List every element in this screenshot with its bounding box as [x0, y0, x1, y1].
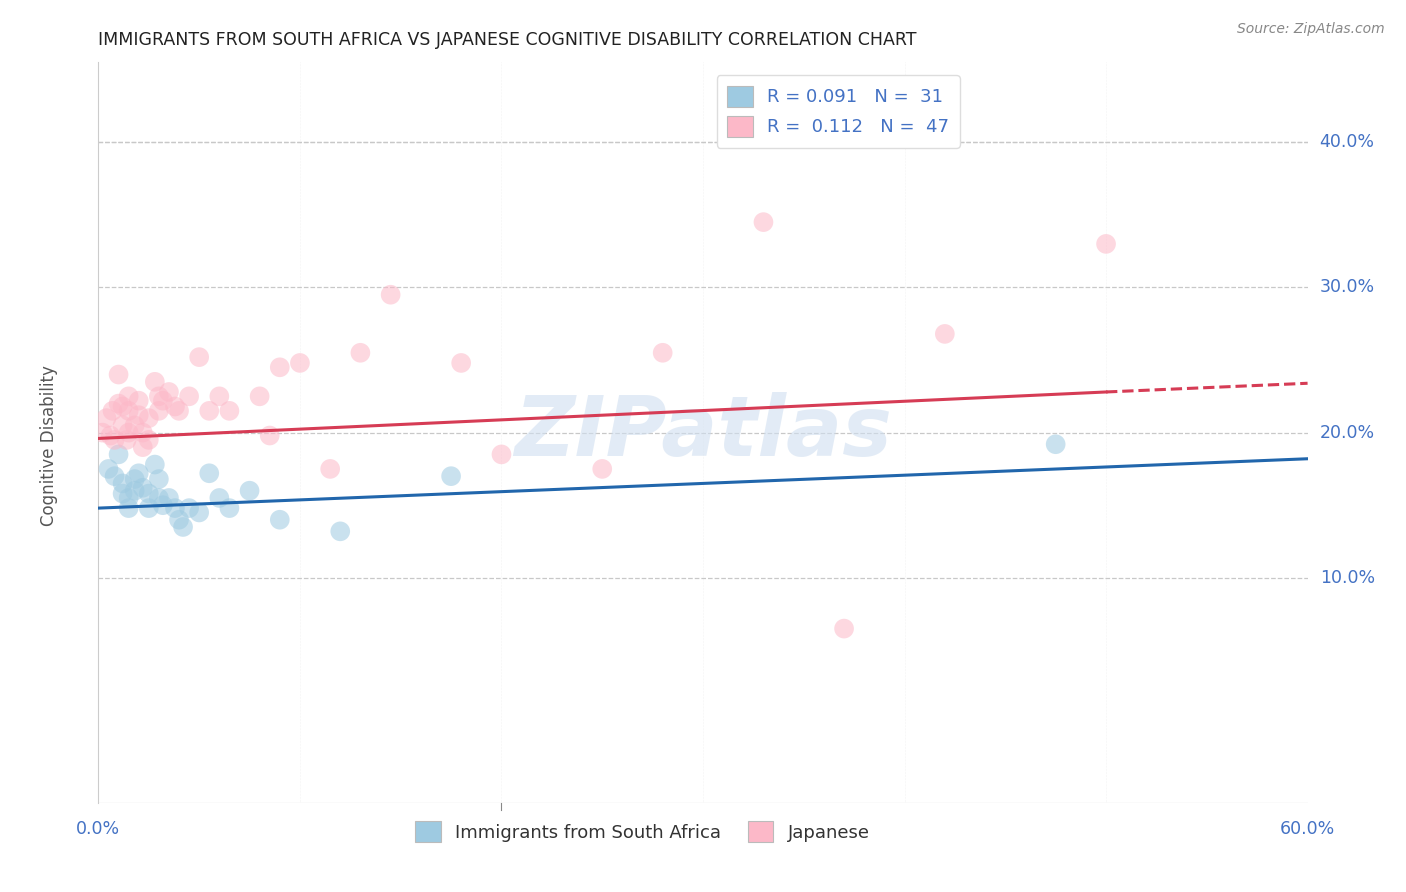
Point: [450, 356, 472, 370]
Point: [118, 389, 141, 403]
Point: [107, 368, 129, 382]
Text: Source: ZipAtlas.com: Source: ZipAtlas.com: [1237, 22, 1385, 37]
Point: [138, 433, 160, 447]
Point: [107, 447, 129, 461]
Point: [91, 425, 114, 440]
Point: [128, 408, 150, 422]
Point: [101, 404, 124, 418]
Point: [188, 506, 211, 520]
Point: [148, 472, 170, 486]
Point: [148, 491, 170, 505]
Point: [208, 389, 231, 403]
Point: [752, 215, 775, 229]
Point: [115, 433, 138, 447]
Text: ZIPatlas: ZIPatlas: [515, 392, 891, 473]
Point: [152, 393, 174, 408]
Text: 20.0%: 20.0%: [1320, 424, 1375, 442]
Text: IMMIGRANTS FROM SOUTH AFRICA VS JAPANESE COGNITIVE DISABILITY CORRELATION CHART: IMMIGRANTS FROM SOUTH AFRICA VS JAPANESE…: [98, 31, 917, 49]
Point: [97, 462, 120, 476]
Point: [111, 476, 134, 491]
Point: [124, 483, 146, 498]
Point: [100, 428, 122, 442]
Point: [319, 462, 342, 476]
Point: [157, 491, 180, 505]
Point: [269, 513, 291, 527]
Point: [157, 384, 180, 399]
Point: [934, 326, 956, 341]
Point: [208, 491, 231, 505]
Point: [118, 404, 141, 418]
Point: [491, 447, 513, 461]
Point: [111, 400, 134, 414]
Text: 40.0%: 40.0%: [1320, 133, 1375, 152]
Point: [239, 483, 262, 498]
Point: [128, 393, 150, 408]
Point: [143, 458, 166, 472]
Point: [103, 469, 125, 483]
Point: [124, 418, 146, 433]
Legend: Immigrants from South Africa, Japanese: Immigrants from South Africa, Japanese: [408, 814, 877, 849]
Text: 0.0%: 0.0%: [76, 821, 121, 838]
Point: [1045, 437, 1067, 451]
Point: [148, 389, 170, 403]
Point: [651, 345, 673, 359]
Point: [132, 440, 155, 454]
Point: [218, 501, 240, 516]
Point: [107, 396, 129, 410]
Point: [111, 418, 134, 433]
Point: [349, 345, 371, 359]
Point: [167, 513, 190, 527]
Point: [138, 501, 160, 516]
Point: [172, 520, 194, 534]
Point: [118, 491, 141, 505]
Point: [128, 467, 150, 481]
Point: [103, 433, 125, 447]
Text: 60.0%: 60.0%: [1279, 821, 1336, 838]
Point: [198, 467, 221, 481]
Point: [380, 287, 402, 301]
Point: [111, 486, 134, 500]
Point: [148, 404, 170, 418]
Point: [329, 524, 352, 539]
Point: [152, 498, 174, 512]
Point: [249, 389, 271, 403]
Point: [259, 428, 281, 442]
Point: [143, 375, 166, 389]
Point: [198, 404, 221, 418]
Point: [96, 411, 118, 425]
Point: [163, 400, 186, 414]
Point: [218, 404, 240, 418]
Point: [188, 350, 211, 364]
Point: [163, 501, 186, 516]
Point: [832, 622, 855, 636]
Point: [132, 425, 155, 440]
Point: [440, 469, 463, 483]
Text: Cognitive Disability: Cognitive Disability: [41, 366, 58, 526]
Point: [118, 501, 141, 516]
Point: [124, 472, 146, 486]
Point: [179, 389, 201, 403]
Point: [1095, 236, 1118, 251]
Text: 10.0%: 10.0%: [1320, 569, 1375, 587]
Point: [138, 486, 160, 500]
Text: 30.0%: 30.0%: [1320, 278, 1375, 296]
Point: [179, 501, 201, 516]
Point: [167, 404, 190, 418]
Point: [132, 481, 155, 495]
Point: [288, 356, 311, 370]
Point: [138, 411, 160, 425]
Point: [269, 360, 291, 375]
Point: [118, 425, 141, 440]
Point: [591, 462, 613, 476]
